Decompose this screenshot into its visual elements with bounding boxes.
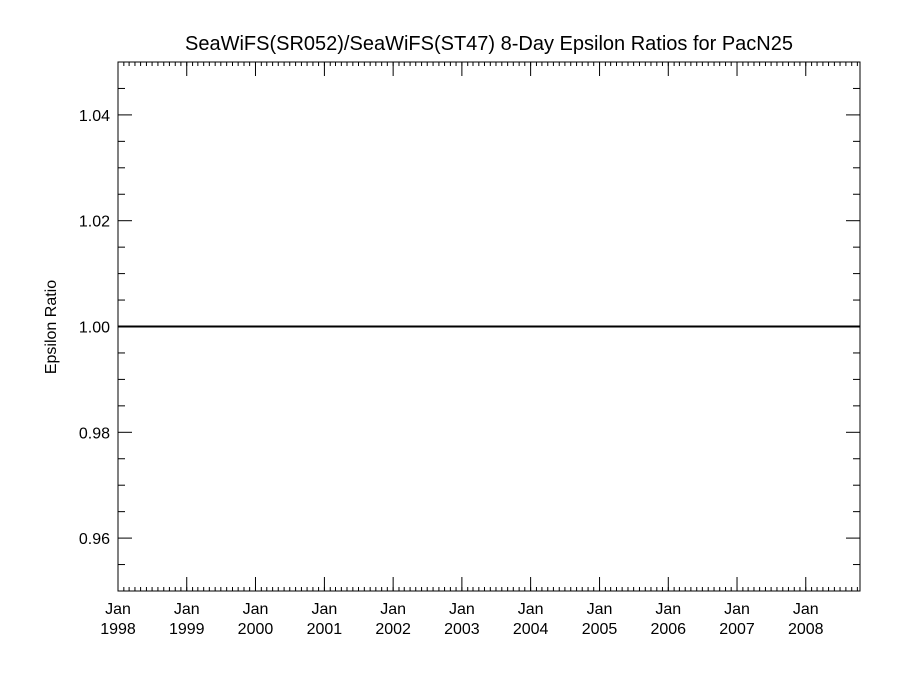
y-axis-label: Epsilon Ratio [43, 280, 60, 374]
x-tick-month: Jan [793, 601, 819, 618]
x-tick-year: 2005 [582, 621, 618, 638]
chart-title: SeaWiFS(SR052)/SeaWiFS(ST47) 8-Day Epsil… [185, 33, 793, 55]
y-tick-label: 1.02 [79, 214, 110, 231]
y-axis-ticks: 0.96 0.98 1.00 1.02 1.04 [79, 61, 860, 592]
x-tick-year: 2004 [513, 621, 549, 638]
x-tick-month: Jan [518, 601, 544, 618]
x-tick-month: Jan [449, 601, 475, 618]
y-tick-label: 0.98 [79, 425, 110, 442]
x-tick-month: Jan [724, 601, 750, 618]
x-tick-month: Jan [174, 601, 200, 618]
x-tick-month: Jan [655, 601, 681, 618]
x-tick-year: 2007 [719, 621, 755, 638]
x-tick-year: 2001 [307, 621, 343, 638]
x-tick-year: 2008 [788, 621, 824, 638]
x-tick-month: Jan [587, 601, 613, 618]
x-tick-year: 2003 [444, 621, 480, 638]
x-tick-year: 1998 [100, 621, 136, 638]
y-tick-label: 0.96 [79, 531, 110, 548]
x-tick-month: Jan [243, 601, 269, 618]
x-axis-ticks: Jan 1998 Jan 1999 Jan 2000 Jan 2001 Jan 2002 Jan 20… [100, 62, 858, 638]
x-tick-year: 1999 [169, 621, 205, 638]
y-tick-label: 1.04 [79, 108, 110, 125]
x-tick-year: 2000 [238, 621, 274, 638]
x-tick-year: 2006 [650, 621, 686, 638]
y-tick-label: 1.00 [79, 320, 110, 337]
x-tick-year: 2002 [375, 621, 411, 638]
x-tick-month: Jan [380, 601, 406, 618]
x-tick-month: Jan [312, 601, 338, 618]
x-tick-month: Jan [105, 601, 131, 618]
